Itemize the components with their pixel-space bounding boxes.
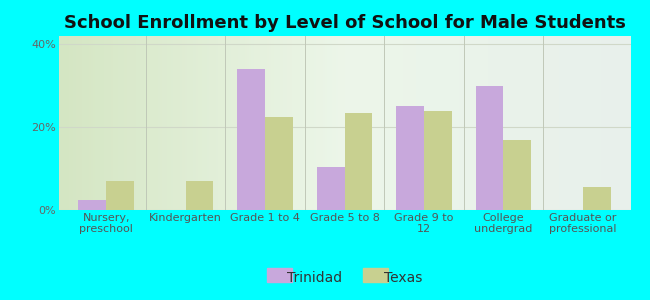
Bar	[265, 117, 293, 210]
Bar	[344, 112, 372, 210]
Bar	[106, 181, 134, 210]
Bar	[186, 181, 213, 210]
Bar	[503, 140, 531, 210]
Bar	[476, 86, 503, 210]
Bar	[79, 200, 106, 210]
Title: School Enrollment by Level of School for Male Students: School Enrollment by Level of School for…	[64, 14, 625, 32]
Bar	[424, 111, 452, 210]
Bar	[396, 106, 424, 210]
Bar	[317, 167, 345, 210]
Bar	[237, 69, 265, 210]
Bar	[583, 187, 610, 210]
Legend: Trinidad, Texas: Trinidad, Texas	[261, 265, 428, 290]
